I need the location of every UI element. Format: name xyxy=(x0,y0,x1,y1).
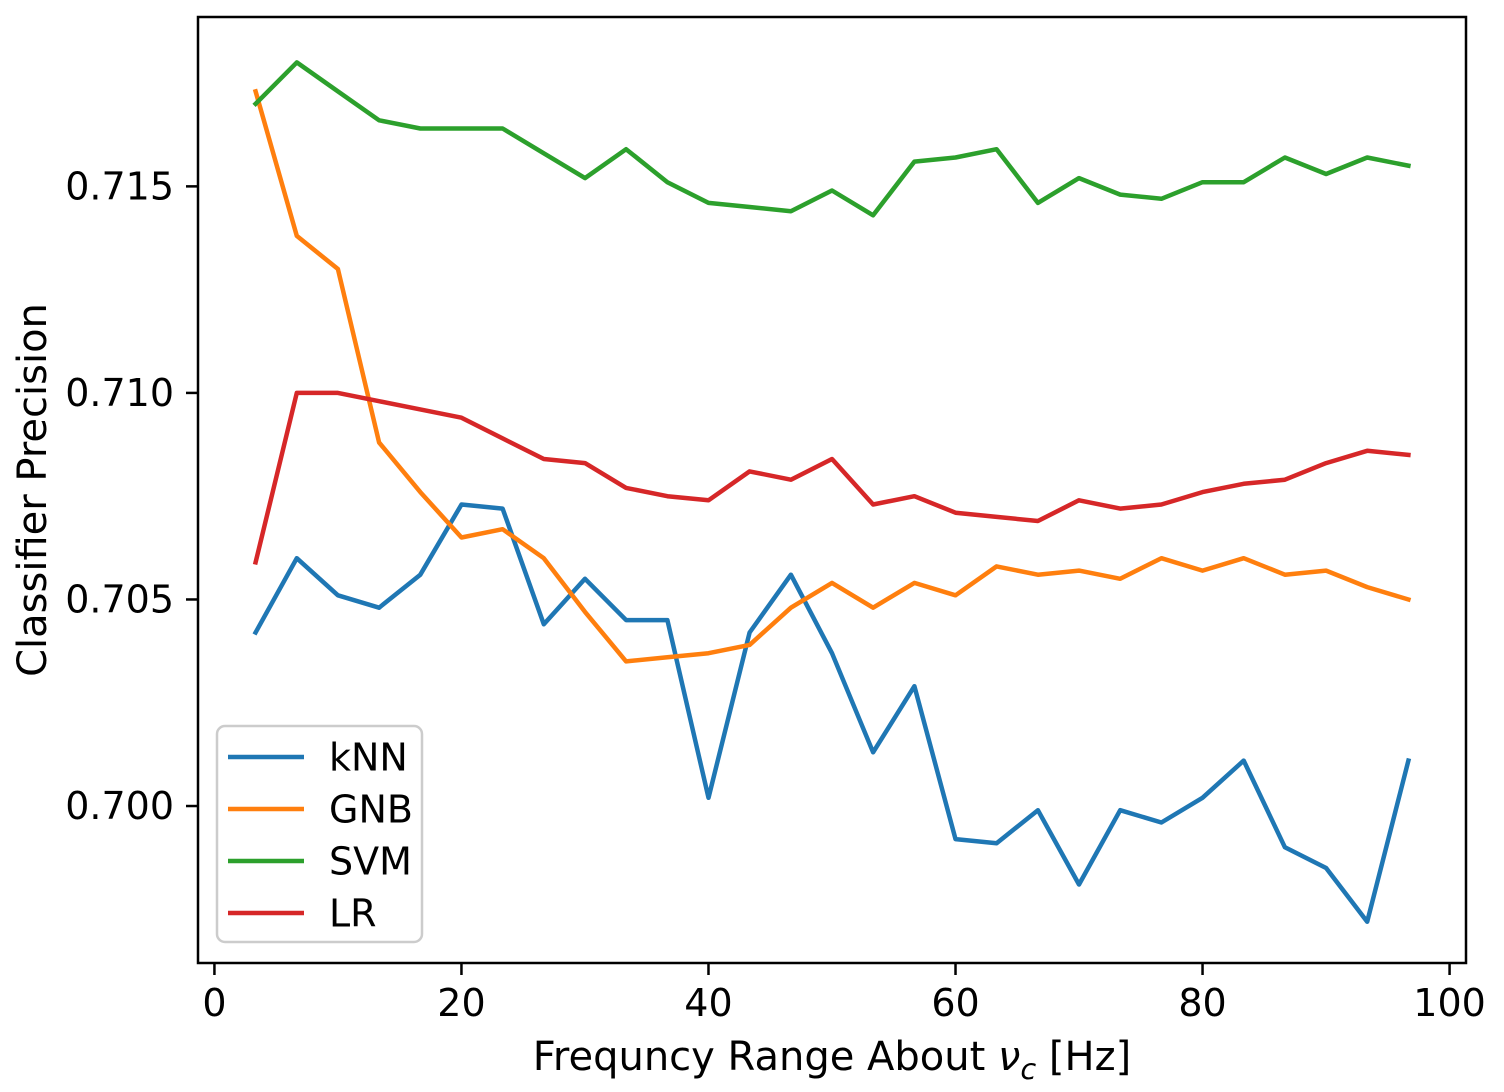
x-tick-label: 20 xyxy=(437,981,485,1025)
y-tick-label: 0.700 xyxy=(65,784,174,828)
y-axis: 0.700 0.705 0.710 0.715 xyxy=(65,164,198,828)
legend-label: SVM xyxy=(329,840,412,884)
legend-box xyxy=(215,724,424,944)
legend-label: LR xyxy=(329,892,377,936)
x-tick-label: 40 xyxy=(684,981,732,1025)
legend-label: kNN xyxy=(329,736,408,780)
y-tick-label: 0.705 xyxy=(65,577,174,621)
series-line-gnb xyxy=(252,88,1412,664)
series-line-svm xyxy=(252,60,1412,218)
legend-item-lr: LR xyxy=(228,892,377,936)
plot-frame xyxy=(196,15,1468,965)
x-tick-label: 0 xyxy=(202,981,226,1025)
x-tick-label: 60 xyxy=(931,981,979,1025)
x-tick-label: 100 xyxy=(1413,981,1486,1025)
y-tick-label: 0.715 xyxy=(65,164,174,208)
x-tick-label: 80 xyxy=(1178,981,1226,1025)
y-axis-label: Classifier Precision xyxy=(10,303,56,677)
legend-item-knn: kNN xyxy=(228,736,408,780)
x-axis: 0 20 40 60 80 100 xyxy=(202,963,1486,1025)
legend-item-svm: SVM xyxy=(228,840,412,884)
legend-item-gnb: GNB xyxy=(228,788,413,832)
legend: kNN GNB SVM LR xyxy=(215,724,424,944)
y-tick-label: 0.710 xyxy=(65,371,174,415)
x-axis-label: Frequncy Range About νc [Hz] xyxy=(533,1034,1131,1086)
series-line-lr xyxy=(252,390,1411,566)
series-line-knn xyxy=(252,502,1412,924)
legend-label: GNB xyxy=(329,788,413,832)
